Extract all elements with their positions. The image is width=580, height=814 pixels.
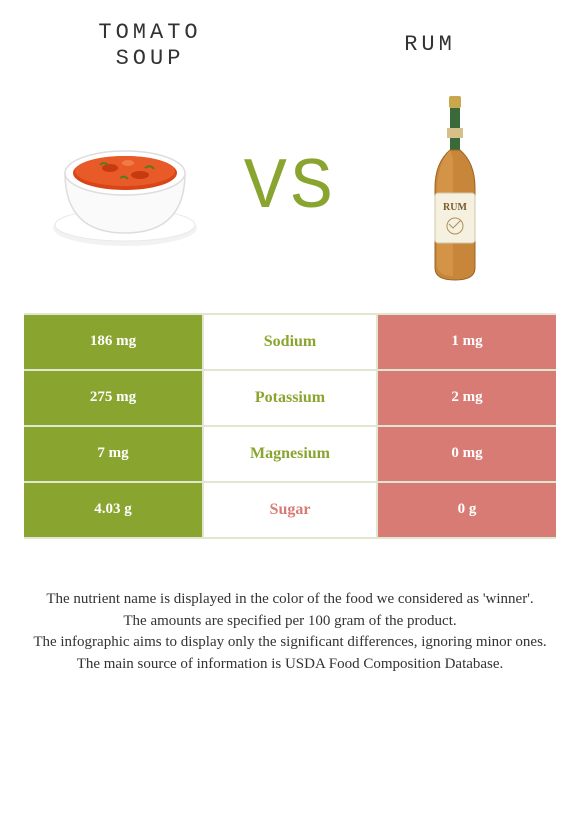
- table-row: 7 mgMagnesium0 mg: [24, 427, 556, 483]
- image-row: VS RUM: [0, 83, 580, 313]
- footnote-line: The nutrient name is displayed in the co…: [20, 589, 560, 611]
- footnote-line: The infographic aims to display only the…: [20, 632, 560, 654]
- footnote-line: The main source of information is USDA F…: [20, 654, 560, 676]
- title-left: TOMATO SOUP: [60, 20, 240, 73]
- title-left-line1: TOMATO: [98, 20, 201, 45]
- value-right: 0 g: [378, 483, 556, 537]
- tomato-soup-icon: [40, 103, 210, 273]
- nutrient-label: Potassium: [202, 371, 378, 425]
- nutrient-label: Sugar: [202, 483, 378, 537]
- title-left-line2: SOUP: [116, 46, 185, 71]
- value-left: 4.03 g: [24, 483, 202, 537]
- table-row: 186 mgSodium1 mg: [24, 315, 556, 371]
- value-left: 7 mg: [24, 427, 202, 481]
- header: TOMATO SOUP RUM: [0, 0, 580, 83]
- nutrition-table: 186 mgSodium1 mg275 mgPotassium2 mg7 mgM…: [24, 313, 556, 539]
- value-left: 275 mg: [24, 371, 202, 425]
- title-right: RUM: [340, 20, 520, 73]
- nutrient-label: Sodium: [202, 315, 378, 369]
- value-left: 186 mg: [24, 315, 202, 369]
- footnote-line: The amounts are specified per 100 gram o…: [20, 611, 560, 633]
- value-right: 2 mg: [378, 371, 556, 425]
- title-right-text: RUM: [404, 32, 456, 57]
- table-row: 275 mgPotassium2 mg: [24, 371, 556, 427]
- rum-bottle-icon: RUM: [370, 103, 540, 273]
- svg-text:RUM: RUM: [443, 202, 467, 213]
- value-right: 0 mg: [378, 427, 556, 481]
- nutrient-label: Magnesium: [202, 427, 378, 481]
- footnotes: The nutrient name is displayed in the co…: [20, 589, 560, 676]
- value-right: 1 mg: [378, 315, 556, 369]
- vs-label: VS: [244, 147, 336, 229]
- table-row: 4.03 gSugar0 g: [24, 483, 556, 539]
